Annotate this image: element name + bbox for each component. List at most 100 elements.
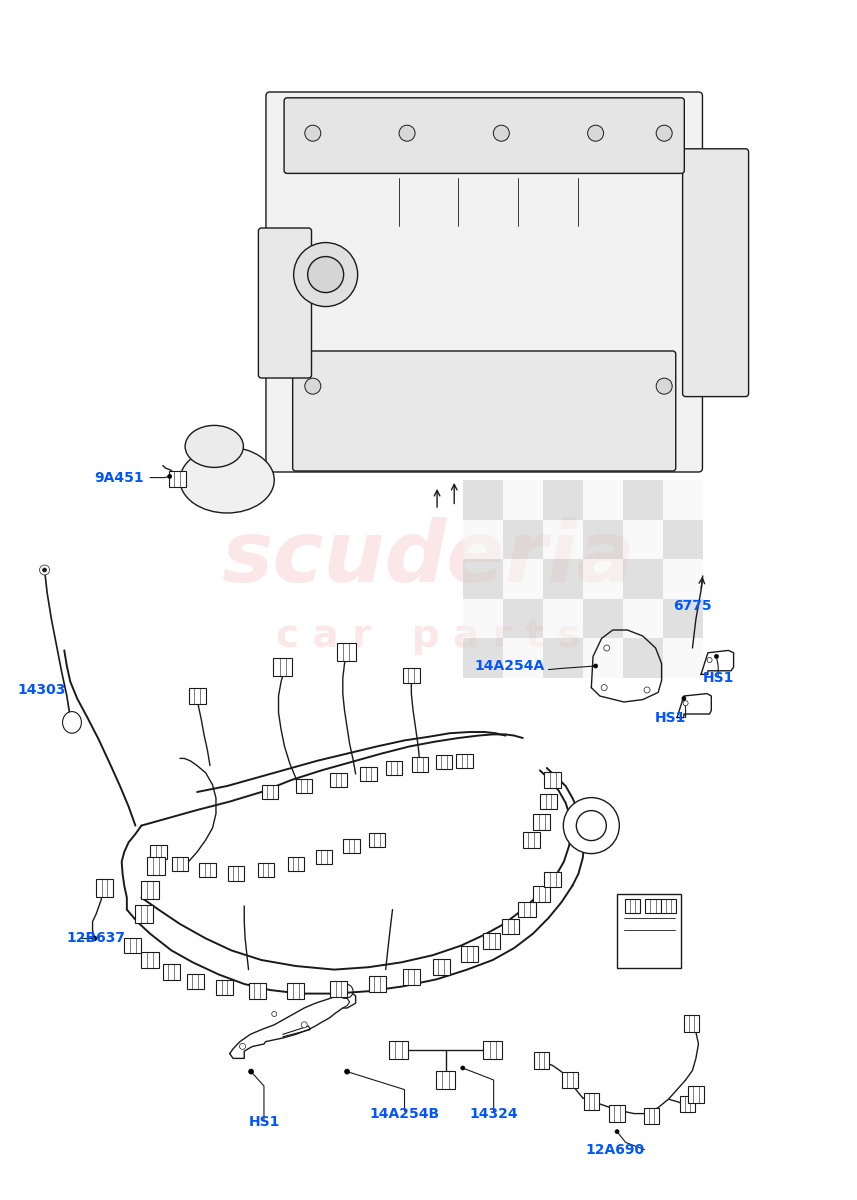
Bar: [483, 1040, 502, 1058]
Bar: [625, 899, 640, 913]
Bar: [96, 878, 113, 896]
Bar: [533, 815, 550, 830]
Ellipse shape: [63, 712, 81, 733]
Bar: [199, 863, 215, 877]
Bar: [315, 850, 332, 864]
Text: 9A451: 9A451: [94, 470, 144, 485]
Bar: [609, 1105, 625, 1122]
Bar: [360, 767, 376, 781]
Circle shape: [576, 810, 607, 840]
Circle shape: [249, 1069, 254, 1074]
Bar: [141, 881, 159, 900]
Bar: [623, 520, 662, 559]
Bar: [257, 863, 273, 877]
Bar: [662, 559, 703, 599]
Circle shape: [683, 701, 688, 706]
Bar: [562, 1072, 578, 1088]
Bar: [287, 857, 303, 871]
Circle shape: [707, 658, 712, 662]
Text: HS1: HS1: [249, 1115, 279, 1129]
Circle shape: [682, 696, 686, 701]
Bar: [369, 976, 386, 991]
Circle shape: [345, 1069, 350, 1074]
Bar: [583, 520, 623, 559]
FancyBboxPatch shape: [258, 228, 312, 378]
Bar: [542, 599, 583, 638]
Circle shape: [494, 125, 509, 142]
Bar: [645, 899, 661, 913]
Bar: [189, 688, 206, 703]
Circle shape: [656, 125, 672, 142]
Bar: [544, 871, 561, 887]
Circle shape: [603, 644, 610, 650]
Bar: [542, 559, 583, 599]
Bar: [343, 839, 359, 853]
Circle shape: [563, 798, 620, 853]
Bar: [150, 845, 166, 859]
Bar: [463, 599, 503, 638]
Bar: [287, 984, 304, 998]
Bar: [680, 1096, 695, 1112]
Bar: [662, 638, 703, 678]
Bar: [662, 480, 703, 520]
Ellipse shape: [185, 425, 243, 467]
Circle shape: [305, 125, 321, 142]
Bar: [583, 638, 623, 678]
Bar: [463, 520, 503, 559]
Bar: [436, 1070, 455, 1090]
Bar: [249, 984, 266, 998]
Ellipse shape: [338, 984, 353, 998]
Circle shape: [39, 565, 50, 575]
Text: scuderia: scuderia: [222, 516, 635, 600]
Bar: [330, 982, 347, 996]
Circle shape: [301, 1021, 308, 1027]
Bar: [163, 965, 180, 979]
Bar: [463, 638, 503, 678]
Circle shape: [305, 378, 321, 394]
Bar: [688, 1086, 704, 1103]
Bar: [503, 559, 542, 599]
Bar: [542, 638, 583, 678]
Ellipse shape: [180, 446, 274, 514]
Bar: [584, 1093, 599, 1110]
FancyBboxPatch shape: [292, 350, 676, 470]
Text: 14A254B: 14A254B: [369, 1106, 440, 1121]
Circle shape: [588, 125, 603, 142]
Bar: [544, 773, 561, 787]
Circle shape: [644, 686, 650, 692]
FancyBboxPatch shape: [266, 92, 703, 472]
Bar: [403, 970, 420, 984]
Bar: [502, 919, 519, 934]
Bar: [540, 794, 557, 809]
Bar: [623, 480, 662, 520]
Text: 14303: 14303: [17, 683, 65, 697]
Text: 12A690: 12A690: [585, 1142, 644, 1157]
Circle shape: [594, 664, 597, 668]
Circle shape: [294, 242, 357, 306]
Bar: [141, 953, 159, 967]
Bar: [227, 866, 243, 881]
Bar: [169, 470, 186, 486]
FancyBboxPatch shape: [682, 149, 749, 396]
Bar: [661, 899, 676, 913]
Circle shape: [615, 1129, 619, 1134]
Bar: [503, 480, 542, 520]
Bar: [583, 559, 623, 599]
Circle shape: [168, 474, 171, 479]
Bar: [337, 643, 356, 660]
Bar: [411, 757, 428, 772]
Circle shape: [272, 1012, 277, 1016]
Bar: [389, 1040, 408, 1058]
Bar: [523, 833, 540, 847]
Bar: [456, 754, 473, 768]
Bar: [216, 979, 233, 995]
Bar: [644, 1108, 659, 1124]
FancyBboxPatch shape: [284, 97, 685, 174]
Circle shape: [308, 257, 344, 293]
Bar: [147, 857, 165, 875]
Bar: [273, 658, 292, 677]
Bar: [296, 779, 312, 793]
Circle shape: [43, 568, 46, 572]
Bar: [542, 480, 583, 520]
Bar: [534, 1052, 549, 1069]
